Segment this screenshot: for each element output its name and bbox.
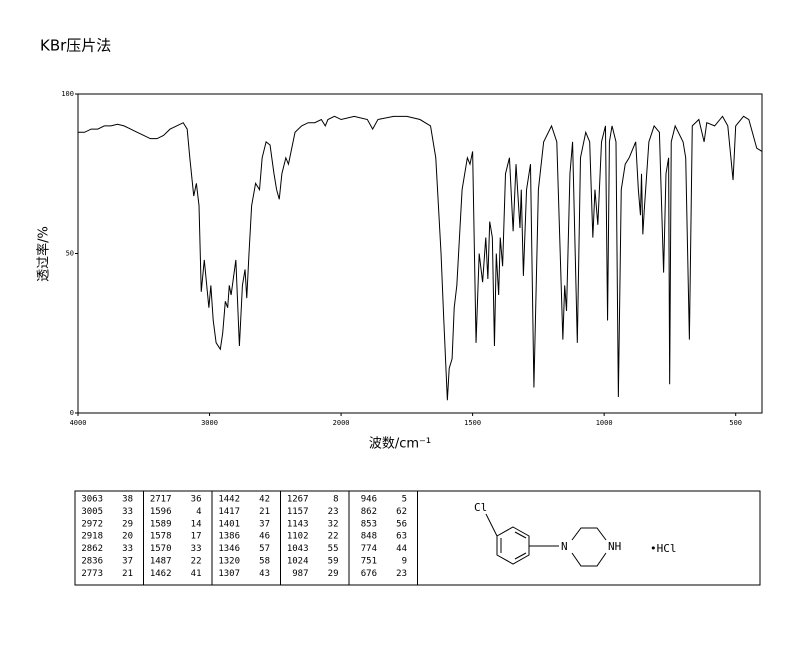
table-cell: 1157 [287,507,309,517]
table-cell: 21 [122,569,133,579]
table-cell: 1596 [150,507,172,517]
table-cell: 1320 [218,557,240,567]
table-cell: 1578 [150,532,172,542]
table-cell: 3063 [81,495,103,505]
table-cell: 1487 [150,557,172,567]
table-cell: 46 [259,532,270,542]
table-cell: 33 [122,544,133,554]
y-axis-label: 透过率/% [36,226,52,282]
table-cell: 987 [292,569,308,579]
table-cell: 37 [122,557,133,567]
table-cell: 1024 [287,557,309,567]
x-tick-label: 2000 [333,419,350,427]
table-cell: 22 [191,557,202,567]
table-cell: 59 [328,557,339,567]
x-tick-label: 1000 [596,419,613,427]
table-cell: 20 [122,532,133,542]
table-cell: 2862 [81,544,103,554]
table-cell: 1401 [218,519,240,529]
bond [485,513,498,537]
y-tick-label: 0 [70,409,74,417]
table-cell: 1442 [218,495,240,505]
table-cell: 676 [361,569,377,579]
x-tick-label: 500 [729,419,742,427]
table-cell: 1346 [218,544,240,554]
table-cell: 62 [396,507,407,517]
table-cell: 853 [361,519,377,529]
table-cell: 38 [122,495,133,505]
table-cell: 1462 [150,569,172,579]
table-cell: 23 [328,507,339,517]
table-cell: 1589 [150,519,172,529]
chart-title: KBr压片法 [40,37,111,55]
structure-label: NH [608,540,621,553]
table-cell: 57 [259,544,270,554]
table-cell: 2773 [81,569,103,579]
table-cell: 63 [396,532,407,542]
table-cell: 41 [191,569,202,579]
table-cell: 848 [361,532,377,542]
structure-drawing [485,513,607,567]
table-cell: 862 [361,507,377,517]
y-tick-label: 50 [66,250,74,258]
table-cell: 29 [328,569,339,579]
table-cell: 1043 [287,544,309,554]
x-tick-label: 1500 [464,419,481,427]
structure-label: •HCl [650,542,677,555]
table-cell: 3005 [81,507,103,517]
table-cell: 9 [402,557,407,567]
spectrum-line [78,115,763,401]
table-cell: 56 [396,519,407,529]
table-cell: 33 [191,544,202,554]
x-tick-label: 4000 [70,419,87,427]
ring-bond [571,552,607,567]
table-cell: 774 [361,544,377,554]
table-cell: 1307 [218,569,240,579]
table-cell: 44 [396,544,407,554]
table-cell: 2918 [81,532,103,542]
table-cell: 37 [259,519,270,529]
table-cell: 1417 [218,507,240,517]
table-cell: 36 [191,495,202,505]
table-cell: 2836 [81,557,103,567]
table-cell: 55 [328,544,339,554]
ring-bond [571,527,607,541]
table-cell: 43 [259,569,270,579]
table-cell: 751 [361,557,377,567]
table-cell: 5 [402,495,407,505]
table-cell: 2717 [150,495,172,505]
y-tick-label: 100 [61,90,74,98]
table-cell: 1143 [287,519,309,529]
table-cell: 33 [122,507,133,517]
table-cell: 58 [259,557,270,567]
table-cell: 1102 [287,532,309,542]
table-cell: 1267 [287,495,309,505]
double-bond [514,531,527,539]
x-axis-label: 波数/cm⁻¹ [369,437,431,452]
x-tick-label: 3000 [201,419,218,427]
double-bond [514,552,527,560]
table-cell: 2972 [81,519,103,529]
table-cell: 1570 [150,544,172,554]
table-cell: 14 [191,519,202,529]
table-cell: 23 [396,569,407,579]
table-cell: 22 [328,532,339,542]
structure-label: N [561,540,568,553]
table-cell: 29 [122,519,133,529]
table-cell: 4 [196,507,201,517]
table-cell: 8 [333,495,338,505]
table-cell: 17 [191,532,202,542]
table-cell: 1386 [218,532,240,542]
table-cell: 32 [328,519,339,529]
table-cell: 946 [361,495,377,505]
table-cell: 42 [259,495,270,505]
structure-label: Cl [474,501,487,514]
table-cell: 21 [259,507,270,517]
